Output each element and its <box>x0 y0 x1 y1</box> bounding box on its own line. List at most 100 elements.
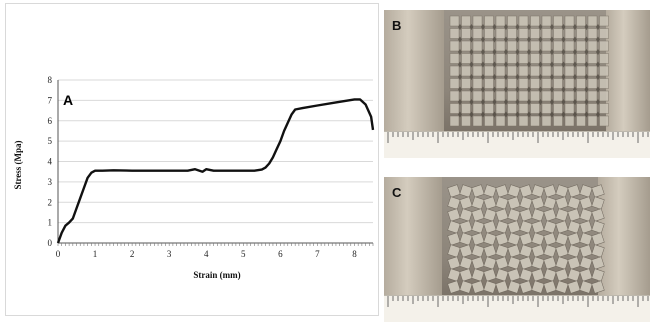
panel-label-c: C <box>392 185 402 200</box>
tile <box>447 256 461 270</box>
tile <box>531 256 545 270</box>
tile <box>553 65 563 77</box>
tile <box>555 244 569 258</box>
tile <box>553 40 563 52</box>
tile <box>519 196 533 210</box>
tile <box>483 232 497 246</box>
gap <box>515 86 520 93</box>
tile <box>567 232 581 246</box>
gap <box>481 74 485 80</box>
tile <box>531 268 545 282</box>
gap <box>573 99 577 105</box>
gap <box>561 24 566 30</box>
tile <box>518 15 529 27</box>
gap <box>527 24 531 30</box>
axis-layer: 0 1 2 3 4 5 6 7 8 0 1 2 3 4 5 6 7 8 <box>48 75 374 259</box>
tile <box>541 90 552 102</box>
gap <box>527 99 531 105</box>
tile <box>471 196 485 210</box>
tile <box>564 115 575 127</box>
tile <box>591 232 605 246</box>
gap <box>550 24 554 30</box>
tile <box>579 208 593 222</box>
x-tick-label: 6 <box>278 249 283 259</box>
gap <box>550 99 554 105</box>
tile <box>587 28 598 39</box>
tile <box>576 90 586 102</box>
gap <box>561 111 566 118</box>
tile <box>484 78 494 89</box>
tile <box>591 268 605 282</box>
gap <box>596 36 600 43</box>
tile-pattern-b <box>449 15 609 127</box>
tile <box>555 208 569 222</box>
tile <box>495 184 509 198</box>
tile <box>576 65 586 77</box>
tile <box>447 268 461 282</box>
tile <box>519 244 533 258</box>
tile <box>555 232 569 246</box>
tile <box>483 208 497 222</box>
tile <box>471 220 485 234</box>
y-tick-label: 1 <box>48 218 53 228</box>
gap <box>504 111 508 118</box>
gap <box>538 36 543 43</box>
y-tick-label: 4 <box>48 157 53 167</box>
gap <box>596 24 600 30</box>
y-tick-label: 5 <box>48 136 53 146</box>
tile <box>507 40 517 52</box>
tile <box>579 196 593 210</box>
tile <box>518 115 529 127</box>
gap <box>515 61 520 68</box>
gap <box>481 111 485 118</box>
gap <box>492 111 497 118</box>
gap <box>573 24 577 30</box>
gap <box>458 49 462 55</box>
tile <box>553 15 563 27</box>
tile <box>484 90 494 102</box>
tile <box>507 244 521 258</box>
tile <box>461 40 471 52</box>
x-tick-label: 2 <box>130 249 135 259</box>
tile <box>543 280 557 294</box>
gap <box>573 61 577 68</box>
gap <box>527 86 531 93</box>
tile <box>576 103 586 114</box>
series-layer <box>56 98 375 244</box>
tile <box>530 53 540 64</box>
gap <box>458 99 462 105</box>
tile <box>587 53 598 64</box>
tile <box>495 232 509 246</box>
tile <box>495 208 509 222</box>
x-tick-label: 8 <box>352 249 357 259</box>
tile <box>471 232 485 246</box>
tile <box>587 65 598 77</box>
tile <box>483 184 497 198</box>
gap <box>515 74 520 80</box>
tile <box>576 40 586 52</box>
tile <box>507 220 521 234</box>
tile <box>543 184 557 198</box>
gap <box>573 111 577 118</box>
right-clamp <box>606 10 650 132</box>
gap <box>538 74 543 80</box>
tile <box>564 65 575 77</box>
tile <box>519 280 533 294</box>
stress-strain-chart: 0 1 2 3 4 5 6 7 8 0 1 2 3 4 5 6 7 8 Strain (mm) Stress (M… <box>13 75 375 280</box>
tile <box>449 40 460 52</box>
tile <box>518 103 529 114</box>
tile <box>495 115 506 127</box>
tile <box>459 184 473 198</box>
y-tick-label: 6 <box>48 116 53 126</box>
tile <box>591 184 605 198</box>
tile <box>449 53 460 64</box>
tile <box>530 15 540 27</box>
tile <box>495 78 506 89</box>
gap <box>504 86 508 93</box>
tile <box>459 232 473 246</box>
tile <box>564 40 575 52</box>
tile <box>591 280 605 294</box>
tile <box>564 78 575 89</box>
x-tick-label: 0 <box>56 249 61 259</box>
